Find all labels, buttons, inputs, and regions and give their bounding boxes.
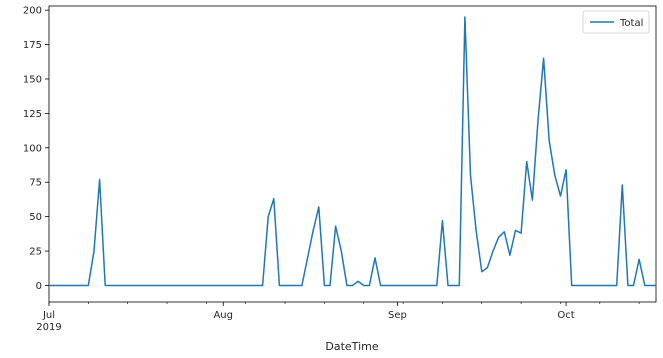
plot-frame [48, 5, 657, 303]
y-tick-label: 0 [36, 281, 42, 292]
y-tick-label: 175 [23, 40, 42, 51]
series-layer [49, 16, 656, 287]
y-tick-label: 50 [29, 212, 42, 223]
legend-label-total: Total [619, 18, 643, 29]
x-tick-label: Aug [213, 310, 233, 321]
x-tick-label: Jul [42, 310, 55, 321]
x-tick-sublabel: 2019 [36, 322, 61, 333]
legend: Total [582, 10, 650, 34]
y-tick-label: 125 [23, 109, 42, 120]
y-tick-label: 200 [23, 6, 42, 17]
y-axis: 0 25 50 75 100 125 150 175 200 [23, 6, 49, 292]
y-tick-label: 75 [29, 178, 42, 189]
series-line-total [49, 16, 656, 287]
x-axis-label: DateTime [325, 340, 378, 353]
y-tick-label: 100 [23, 143, 42, 154]
y-tick-label: 150 [23, 74, 42, 85]
legend-box [582, 10, 650, 34]
y-tick-label: 25 [29, 247, 42, 258]
x-tick-label: Sep [388, 310, 407, 321]
x-tick-label: Oct [557, 310, 574, 321]
